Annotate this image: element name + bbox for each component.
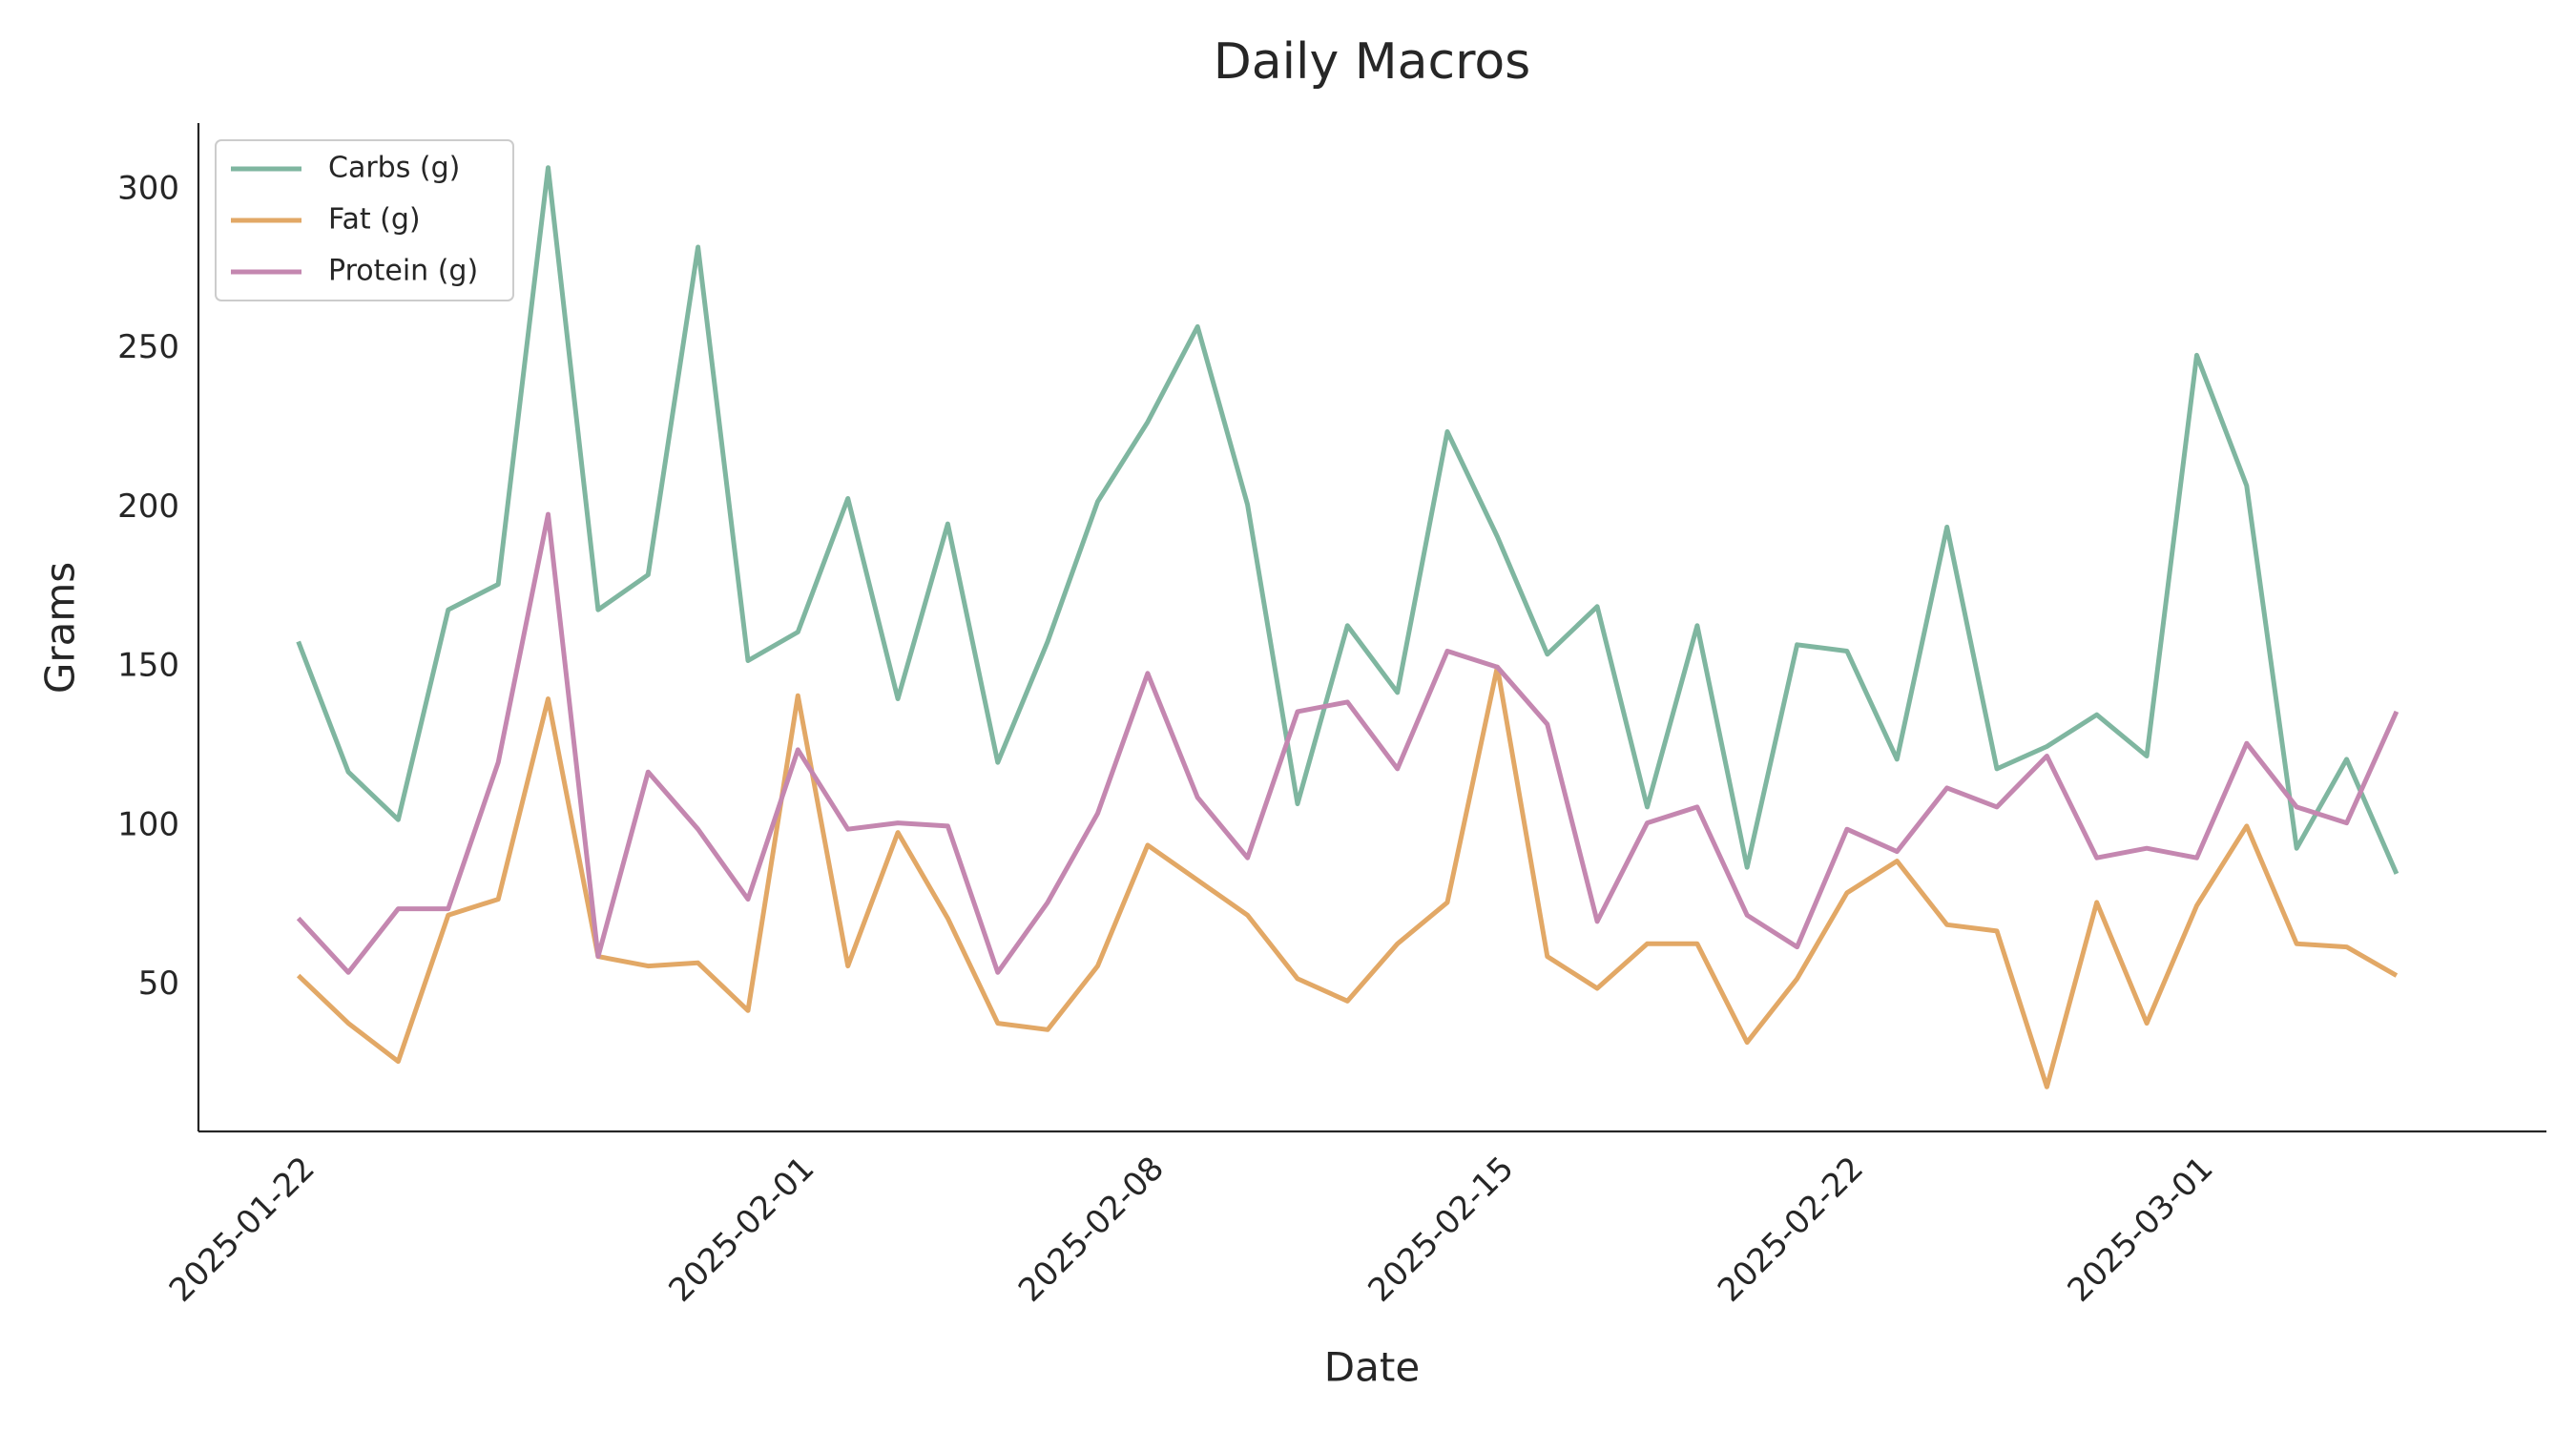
y-tick-label: 300 xyxy=(117,170,179,208)
y-tick-label: 200 xyxy=(117,487,179,526)
legend-box xyxy=(215,139,514,301)
y-tick-label: 50 xyxy=(138,964,179,1003)
y-axis-label: Grams xyxy=(37,562,84,694)
legend-label: Fat (g) xyxy=(328,203,421,237)
y-tick-label: 250 xyxy=(117,328,179,366)
y-tick-label: 100 xyxy=(117,805,179,843)
x-axis-label: Date xyxy=(1324,1344,1420,1391)
line-series xyxy=(296,511,2399,975)
line-series xyxy=(296,165,2399,875)
legend-label: Protein (g) xyxy=(328,255,478,288)
y-tick-label: 150 xyxy=(117,647,179,685)
chart-title: Daily Macros xyxy=(1214,33,1531,91)
line-series xyxy=(296,664,2399,1089)
legend-label: Carbs (g) xyxy=(328,152,460,185)
